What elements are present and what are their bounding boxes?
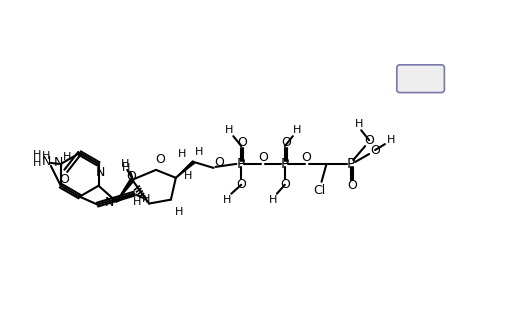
Text: O: O [155, 153, 165, 167]
Text: P: P [237, 157, 246, 171]
Text: O: O [370, 144, 380, 156]
Text: N: N [54, 156, 63, 169]
Text: P: P [347, 157, 355, 171]
Text: H: H [386, 135, 395, 145]
Text: N: N [105, 196, 114, 209]
Text: H: H [223, 195, 232, 205]
Text: O: O [347, 179, 357, 192]
Polygon shape [176, 161, 195, 178]
Polygon shape [116, 179, 134, 202]
Text: H: H [269, 195, 277, 205]
Text: H: H [194, 147, 203, 157]
Text: O: O [258, 151, 268, 165]
Text: H: H [133, 197, 142, 207]
Text: O: O [301, 151, 312, 165]
Text: O: O [364, 134, 374, 147]
Text: H: H [33, 158, 41, 168]
Text: N: N [42, 156, 52, 168]
Text: O: O [237, 136, 247, 149]
Text: O: O [59, 173, 69, 186]
Text: H: H [184, 171, 192, 181]
Text: Abs: Abs [410, 74, 431, 84]
Text: H: H [42, 151, 50, 161]
Text: O: O [237, 178, 246, 191]
Text: O: O [281, 136, 291, 149]
Text: H: H [175, 207, 183, 217]
Text: O: O [280, 178, 290, 191]
Text: H: H [355, 119, 363, 129]
Text: H: H [142, 194, 150, 204]
Text: H: H [293, 125, 301, 135]
Text: O: O [214, 156, 224, 169]
Text: H: H [225, 125, 233, 135]
Text: O: O [126, 170, 136, 183]
Text: H: H [121, 159, 129, 169]
Text: Cl: Cl [314, 184, 326, 197]
Text: H: H [62, 152, 71, 162]
Text: H: H [122, 163, 130, 173]
Text: P: P [281, 157, 289, 171]
Text: H: H [33, 150, 41, 160]
Text: N: N [96, 166, 105, 179]
Text: H: H [177, 149, 186, 159]
FancyBboxPatch shape [397, 65, 445, 93]
